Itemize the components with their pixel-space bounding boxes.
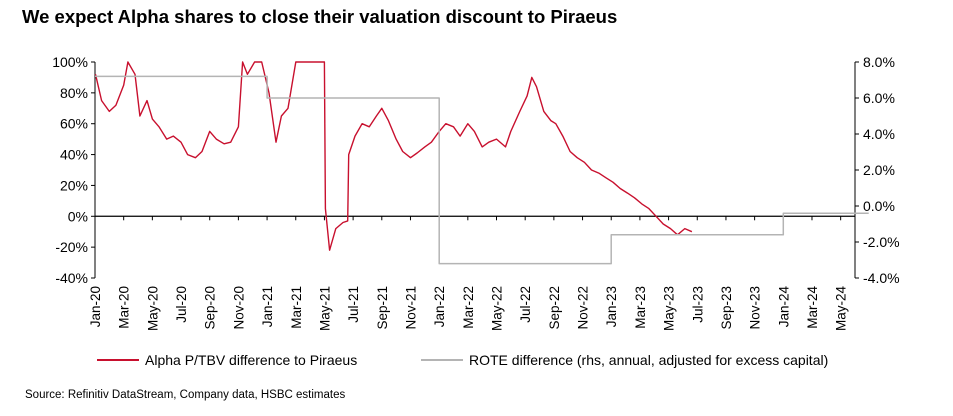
x-tick-label: Nov-22: [576, 286, 591, 330]
x-tick-label: Jan-22: [432, 286, 447, 327]
x-tick-label: May-23: [662, 286, 677, 331]
x-tick-label: Sep-20: [203, 286, 218, 330]
legend-item-alpha: Alpha P/TBV difference to Piraeus: [97, 352, 357, 368]
legend-swatch-red-line: [97, 359, 139, 361]
x-tick-label: Jan-20: [88, 286, 103, 327]
x-tick-label: Jul-22: [518, 286, 533, 323]
x-tick-label: Sep-23: [719, 286, 734, 330]
left-tick-label: 20%: [60, 177, 88, 193]
x-tick-label: Nov-21: [403, 286, 418, 330]
left-tick-label: -20%: [55, 239, 88, 255]
series-line-rote-difference: [95, 75, 869, 265]
x-tick-label: Jan-24: [776, 286, 791, 328]
source-note: Source: Refinitiv DataStream, Company da…: [25, 389, 346, 401]
x-tick-label: Sep-21: [375, 286, 390, 330]
x-tick-label: Nov-20: [231, 286, 246, 330]
x-tick-label: Mar-20: [117, 286, 132, 329]
right-tick-label: 2.0%: [863, 162, 895, 178]
legend-label-alpha: Alpha P/TBV difference to Piraeus: [145, 352, 358, 368]
x-tick-label: Mar-24: [805, 286, 820, 329]
x-tick-label: May-20: [145, 286, 160, 331]
left-tick-label: 40%: [60, 147, 88, 163]
right-tick-label: 0.0%: [863, 198, 895, 214]
legend-swatch-grey-line: [421, 359, 463, 361]
x-tick-label: Mar-21: [289, 286, 304, 329]
line-chart: -40% -20% 0% 20% 40% 60% 80% 100% -4.0% -2.0% 0.0%…: [52, 54, 900, 332]
right-tick-label: 8.0%: [863, 54, 895, 70]
legend-item-rote: ROTE difference (rhs, annual, adjusted f…: [421, 352, 828, 368]
x-tick-label: Jan-21: [260, 286, 275, 327]
right-tick-label: 6.0%: [863, 90, 895, 106]
x-tick-label: Jan-23: [604, 286, 619, 327]
x-tick-label: Sep-22: [547, 286, 562, 330]
right-tick-label: -4.0%: [863, 270, 900, 286]
left-tick-label: 100%: [52, 54, 88, 70]
right-tick-label: 4.0%: [863, 126, 895, 142]
x-tick-label: Jul-21: [346, 286, 361, 323]
left-tick-label: 0%: [68, 208, 88, 224]
x-tick-label: May-21: [317, 286, 332, 331]
series-line-alpha-ptbv: [94, 61, 693, 251]
left-tick-label: 80%: [60, 85, 88, 101]
x-tick-label: May-22: [490, 286, 505, 331]
x-tick-label: Nov-23: [748, 286, 763, 330]
x-tick-label: Jul-23: [690, 286, 705, 323]
x-tick-label: Mar-22: [461, 286, 476, 329]
left-tick-label: -40%: [55, 270, 88, 286]
chart-title: We expect Alpha shares to close their va…: [22, 6, 618, 27]
x-tick-label: Mar-23: [633, 286, 648, 329]
x-tick-label: May-24: [834, 286, 849, 332]
right-tick-label: -2.0%: [863, 234, 900, 250]
legend-label-rote: ROTE difference (rhs, annual, adjusted f…: [469, 352, 829, 368]
x-tick-label: Jul-20: [174, 286, 189, 323]
left-tick-label: 60%: [60, 116, 88, 132]
